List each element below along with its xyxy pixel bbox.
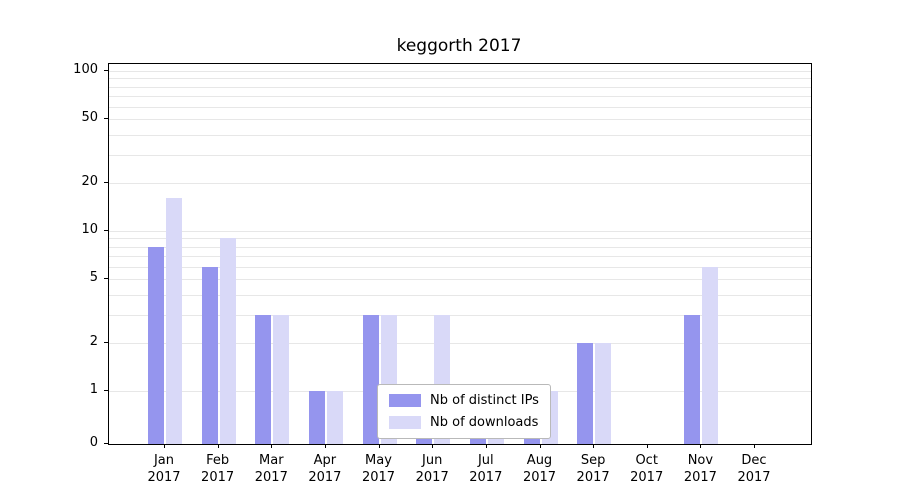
- y-axis-tick: [104, 443, 108, 444]
- bar-downloads-sep: [595, 342, 612, 444]
- x-axis-tick: [432, 444, 434, 448]
- plot-area: Nb of distinct IPs Nb of downloads: [108, 63, 812, 445]
- bar-downloads-mar: [273, 314, 290, 444]
- bar-distinct-ips-may: [362, 314, 379, 444]
- y-axis-tick-label: 0: [89, 435, 98, 450]
- bar-downloads-apr: [326, 391, 343, 444]
- y-axis-tick: [104, 118, 108, 120]
- x-axis-tick-label: May 2017: [361, 453, 396, 485]
- x-axis-tick-label: Feb 2017: [201, 453, 235, 485]
- y-axis-tick-label: 50: [81, 110, 98, 126]
- legend-item-downloads: Nb of downloads: [389, 415, 539, 430]
- gridline: [109, 342, 811, 344]
- gridline: [109, 106, 811, 108]
- y-axis-tick-label: 5: [89, 270, 98, 286]
- y-axis-tick: [104, 341, 108, 343]
- x-axis-tick: [700, 444, 702, 448]
- gridline: [109, 134, 811, 136]
- gridline: [109, 294, 811, 296]
- bar-distinct-ips-feb: [201, 266, 218, 444]
- bar-distinct-ips-sep: [577, 342, 594, 444]
- y-axis-tick-label: 10: [81, 222, 98, 237]
- x-axis-tick: [754, 444, 755, 448]
- y-axis-tick: [104, 390, 108, 391]
- legend-label-downloads: Nb of downloads: [430, 415, 539, 430]
- x-axis-tick: [646, 444, 648, 448]
- gridline: [109, 255, 811, 257]
- x-axis-tick-label: Mar 2017: [254, 453, 288, 485]
- x-axis-tick-label: Dec 2017: [737, 453, 771, 485]
- legend-swatch-downloads: [389, 416, 421, 429]
- x-axis-tick-label: Aug 2017: [522, 453, 557, 485]
- x-axis-tick-label: Jul 2017: [469, 453, 503, 485]
- bar-distinct-ips-nov: [684, 314, 701, 444]
- y-axis-tick-label: 1: [89, 382, 98, 397]
- x-axis-tick-label: Oct 2017: [630, 453, 664, 485]
- gridline: [109, 266, 811, 268]
- x-axis-tick: [539, 444, 541, 448]
- y-axis-tick: [104, 181, 108, 183]
- gridline: [109, 95, 811, 97]
- y-axis-tick-label: 2: [89, 333, 98, 349]
- legend-label-distinct-ips: Nb of distinct IPs: [430, 393, 539, 408]
- x-axis-tick: [324, 444, 326, 448]
- legend: Nb of distinct IPs Nb of downloads: [377, 384, 551, 439]
- gridline: [109, 182, 811, 184]
- bar-downloads-jan: [166, 198, 182, 444]
- bar-distinct-ips-jan: [148, 246, 164, 444]
- x-axis-tick: [485, 444, 487, 448]
- legend-item-distinct-ips: Nb of distinct IPs: [389, 393, 539, 408]
- bar-downloads-nov: [702, 266, 719, 444]
- x-axis-tick: [271, 444, 273, 448]
- x-axis-tick-label: Jun 2017: [415, 453, 449, 485]
- x-axis-tick-label: Sep 2017: [576, 453, 610, 485]
- y-axis-tick: [104, 278, 108, 280]
- x-axis-tick-label: Apr 2017: [308, 453, 342, 485]
- chart-title: keggorth 2017: [396, 36, 522, 56]
- y-axis-tick-label: 100: [73, 62, 98, 77]
- x-axis-tick: [164, 444, 165, 448]
- bar-downloads-feb: [219, 238, 236, 444]
- gridline: [109, 71, 811, 72]
- y-axis-tick: [104, 230, 108, 231]
- legend-swatch-distinct-ips: [389, 394, 421, 407]
- x-axis-tick: [378, 444, 380, 448]
- gridline: [109, 231, 811, 232]
- x-axis-tick-label: Jan 2017: [147, 453, 181, 485]
- gridline: [109, 154, 811, 156]
- gridline: [109, 86, 811, 88]
- gridline: [109, 78, 811, 80]
- gridline: [109, 246, 811, 248]
- gridline: [109, 314, 811, 316]
- bar-distinct-ips-mar: [255, 314, 272, 444]
- gridline: [109, 238, 811, 240]
- gridline: [109, 119, 811, 121]
- gridline: [109, 279, 811, 281]
- x-axis-tick-label: Nov 2017: [683, 453, 717, 485]
- y-axis-tick-label: 20: [81, 173, 98, 189]
- x-axis-tick: [593, 444, 595, 448]
- x-axis-tick: [217, 444, 219, 448]
- y-axis-tick: [104, 70, 108, 71]
- bar-distinct-ips-apr: [308, 391, 325, 444]
